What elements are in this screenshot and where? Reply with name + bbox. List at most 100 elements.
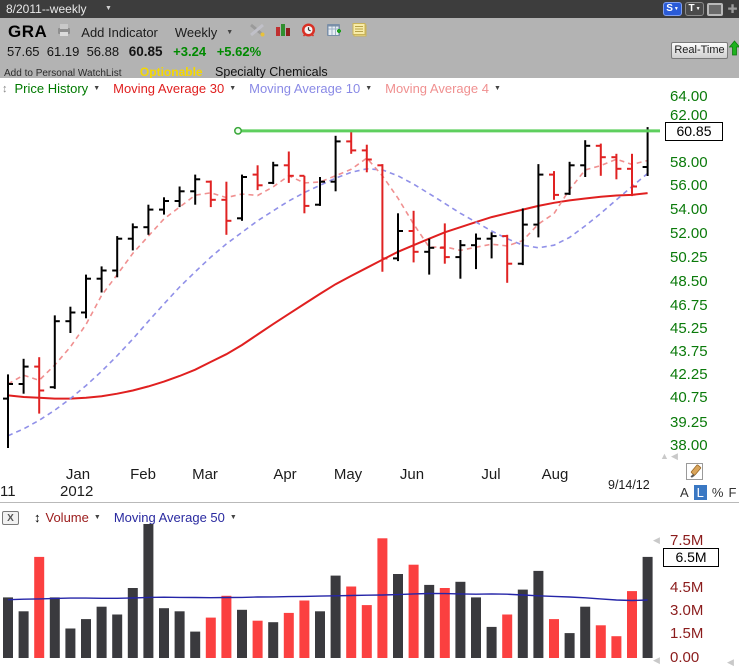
price-bar — [237, 174, 247, 221]
chevron-down-icon[interactable]: ▼ — [365, 85, 373, 92]
price-bar — [143, 204, 154, 235]
chevron-down-icon: ▼ — [673, 5, 679, 12]
volume-chart[interactable] — [0, 524, 660, 664]
volume-bar — [252, 620, 263, 658]
price-bar — [377, 164, 388, 272]
scale-button-L[interactable]: L — [693, 485, 707, 500]
axis-tick-label: 39.25 — [670, 414, 708, 431]
close-volume-pane-button[interactable]: X — [2, 510, 19, 525]
realtime-button[interactable]: Real-Time — [671, 42, 728, 59]
indicator-label[interactable]: Volume — [45, 510, 89, 525]
timeframe-dropdown[interactable]: Weekly — [174, 24, 218, 40]
axis-tick-label: 46.75 — [670, 297, 708, 314]
price-bar — [81, 274, 91, 319]
volume-bar — [471, 597, 481, 658]
tools-menu-button[interactable]: T ▼ — [685, 2, 704, 16]
symbol-menu-button[interactable]: S ▼ — [663, 2, 682, 16]
scroll-left-icon[interactable]: ◀ — [671, 451, 678, 461]
chevron-down-icon[interactable]: ▼ — [229, 85, 237, 92]
indicators-icon[interactable] — [275, 22, 291, 42]
volume-bar — [580, 606, 591, 658]
pane-divider[interactable] — [0, 502, 739, 503]
ma30-line — [7, 192, 648, 400]
volume-bar — [315, 611, 325, 658]
axis-tick-label: 45.25 — [670, 320, 708, 337]
volume-bar — [330, 575, 341, 658]
axis-tick-label: 56.00 — [670, 177, 708, 194]
add-indicator-button[interactable]: Add Indicator — [81, 24, 158, 40]
price-pane-header: ↕ Price History ▼ Moving Average 30 ▼ Moving … — [2, 81, 509, 96]
indicator-label[interactable]: Moving Average 10 — [249, 81, 361, 96]
last-date-label: 9/14/12 — [608, 478, 650, 492]
indicator-label[interactable]: Price History — [14, 81, 89, 96]
volume-bar — [393, 574, 403, 658]
scale-button-A[interactable]: A — [680, 485, 689, 500]
chevron-down-icon[interactable]: ▼ — [493, 85, 501, 92]
chevron-down-icon[interactable]: ▼ — [93, 514, 101, 521]
axis-tick-label: 64.00 — [670, 88, 708, 105]
price-bar — [34, 357, 45, 414]
volume-bar — [127, 588, 138, 658]
indicator-item: Moving Average 10 ▼ — [249, 81, 372, 96]
volume-bar — [595, 625, 606, 658]
volume-bar — [627, 591, 637, 658]
calendar-add-icon[interactable] — [326, 22, 343, 43]
indicator-label[interactable]: Moving Average 30 — [113, 81, 225, 96]
chevron-down-icon[interactable]: ▼ — [226, 28, 234, 36]
price-chart[interactable] — [0, 96, 660, 458]
print-icon[interactable] — [56, 23, 72, 42]
volume-bar — [549, 619, 559, 658]
draw-tool-button[interactable] — [686, 463, 703, 480]
price-bar — [393, 213, 403, 262]
volume-bar — [642, 556, 653, 658]
volume-bar — [143, 524, 154, 658]
chevron-down-icon: ▼ — [105, 5, 112, 12]
title-bar: 8/2011--weekly ▼ S ▼ T ▼ ✚ — [0, 0, 739, 18]
price-bar — [580, 140, 591, 177]
trendline-handle — [234, 126, 242, 135]
move-window-icon[interactable]: ✚ — [727, 1, 738, 16]
axis-tick-label: 42.25 — [670, 366, 708, 383]
scroll-corner-icon[interactable]: ◀ — [727, 657, 734, 667]
month-label: Aug — [541, 466, 569, 483]
price-bar — [268, 161, 279, 185]
quote-last: 60.85 — [128, 44, 163, 59]
indicator-label[interactable]: Moving Average 50 — [113, 510, 225, 525]
notes-icon[interactable] — [352, 22, 368, 42]
scale-button-pct[interactable]: % — [711, 485, 724, 500]
volume-ma50-line — [7, 592, 648, 602]
indicator-label[interactable]: Moving Average 4 — [385, 81, 489, 96]
chevron-down-icon[interactable]: ▼ — [229, 514, 237, 521]
pane-drag-handle-icon[interactable]: ↕ — [34, 510, 41, 525]
industry-link[interactable]: Specialty Chemicals — [215, 65, 328, 79]
save-layout-icon[interactable] — [707, 2, 723, 16]
price-bar — [221, 181, 232, 235]
price-bar — [549, 171, 559, 200]
price-bar — [190, 174, 201, 205]
scroll-up-icon[interactable]: ▲ — [660, 451, 669, 461]
volume-bar — [361, 605, 372, 658]
price-bar — [96, 266, 107, 293]
volume-bar — [424, 584, 435, 658]
chevron-down-icon[interactable]: ▼ — [93, 85, 101, 92]
price-bar — [65, 306, 76, 333]
scale-button-F[interactable]: F — [728, 485, 737, 500]
month-label: May — [333, 466, 363, 483]
volume-bar — [533, 570, 544, 658]
price-bar — [486, 232, 497, 259]
chevron-down-icon: ▼ — [695, 5, 701, 12]
symbol-label: GRA — [8, 22, 48, 41]
price-bar — [455, 240, 466, 279]
pane-drag-handle-icon[interactable]: ↕ — [2, 82, 8, 95]
add-to-watchlist-link[interactable]: Add to Personal WatchList — [4, 68, 122, 79]
chart-template-dropdown[interactable]: 8/2011--weekly — [6, 2, 87, 16]
ma4-line — [7, 157, 648, 385]
chart-settings-icon[interactable] — [248, 22, 266, 43]
pane-resize-top-icon[interactable]: ◀ — [653, 535, 660, 545]
volume-bar — [283, 612, 294, 658]
pane-resize-bottom-icon[interactable]: ◀ — [653, 655, 660, 665]
alert-clock-icon[interactable] — [300, 22, 317, 43]
price-bar — [361, 144, 372, 173]
price-bar — [49, 315, 60, 389]
